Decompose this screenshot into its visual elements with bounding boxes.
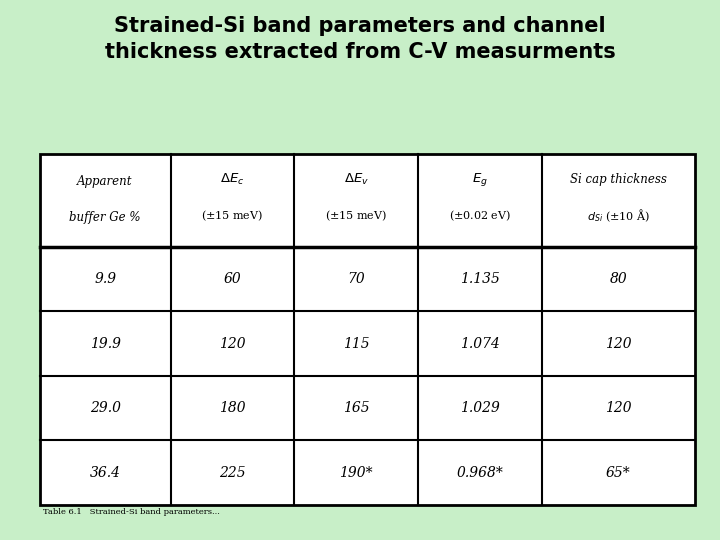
Text: ($\pm$15 meV): ($\pm$15 meV): [325, 208, 387, 222]
Text: Apparent: Apparent: [77, 176, 133, 188]
Text: 120: 120: [605, 401, 631, 415]
Text: 36.4: 36.4: [89, 465, 121, 480]
Text: 70: 70: [348, 272, 365, 286]
Text: 225: 225: [219, 465, 246, 480]
Text: $E_g$: $E_g$: [472, 171, 488, 188]
Text: 0.968*: 0.968*: [456, 465, 503, 480]
Text: 1.135: 1.135: [460, 272, 500, 286]
Text: 120: 120: [219, 336, 246, 350]
Text: ($\pm$0.02 eV): ($\pm$0.02 eV): [449, 208, 511, 222]
Text: 165: 165: [343, 401, 369, 415]
Text: buffer Ge %: buffer Ge %: [69, 211, 141, 224]
Text: 180: 180: [219, 401, 246, 415]
Text: Strained-Si band parameters and channel
thickness extracted from C-V measurments: Strained-Si band parameters and channel …: [104, 16, 616, 62]
Text: Table 6.1   Strained-Si band parameters...: Table 6.1 Strained-Si band parameters...: [43, 508, 220, 516]
Text: 115: 115: [343, 336, 369, 350]
Text: $\Delta E_v$: $\Delta E_v$: [343, 172, 369, 187]
Text: $d_{Si}$ ($\pm$10 Å): $d_{Si}$ ($\pm$10 Å): [587, 207, 650, 224]
Text: 190*: 190*: [339, 465, 373, 480]
Text: ($\pm$15 meV): ($\pm$15 meV): [202, 208, 264, 222]
Text: 65*: 65*: [606, 465, 631, 480]
Text: 9.9: 9.9: [94, 272, 116, 286]
Text: 120: 120: [605, 336, 631, 350]
Text: $\Delta E_c$: $\Delta E_c$: [220, 172, 245, 187]
Text: 29.0: 29.0: [89, 401, 121, 415]
Text: 1.029: 1.029: [460, 401, 500, 415]
Text: 19.9: 19.9: [89, 336, 121, 350]
Text: 60: 60: [224, 272, 241, 286]
Text: 80: 80: [610, 272, 627, 286]
Text: 1.074: 1.074: [460, 336, 500, 350]
Text: Si cap thickness: Si cap thickness: [570, 173, 667, 186]
